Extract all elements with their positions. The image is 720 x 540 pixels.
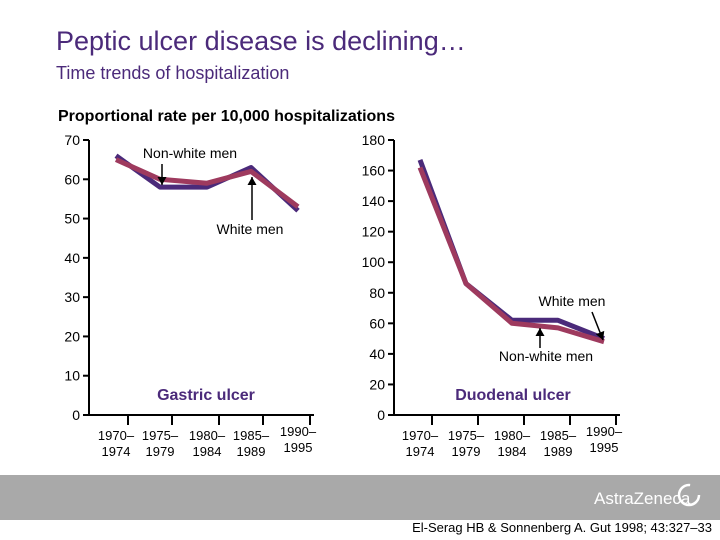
duodenal-x-tick-label: 1984 — [498, 444, 527, 459]
gastric-x-tick-label: 1979 — [146, 444, 175, 459]
duodenal-annotation-arrowhead — [595, 330, 605, 340]
gastric-y-tick-label: 40 — [64, 250, 80, 266]
duodenal-y-tick-label: 160 — [362, 163, 386, 179]
logo-mark-icon — [677, 483, 701, 507]
citation: El-Serag HB & Sonnenberg A. Gut 1998; 43… — [412, 520, 712, 535]
duodenal-series-line — [417, 166, 605, 345]
gastric-y-tick-label: 10 — [64, 368, 80, 384]
gastric-annotation-arrowhead — [247, 177, 257, 185]
gastric-annotation-label: White men — [217, 221, 284, 237]
duodenal-y-tick-label: 60 — [369, 315, 385, 331]
duodenal-x-tick-label: 1974 — [406, 444, 435, 459]
gastric-x-tick-label: 1970– — [98, 428, 135, 443]
footer-bar — [0, 475, 720, 520]
duodenal-x-tick-label: 1989 — [544, 444, 573, 459]
duodenal-x-tick-label: 1980– — [494, 428, 531, 443]
gastric-x-tick-label: 1989 — [237, 444, 266, 459]
duodenal-x-tick-label: 1990– — [586, 424, 623, 439]
duodenal-y-tick-label: 0 — [377, 407, 385, 423]
rate-label: Proportional rate per 10,000 hospitaliza… — [58, 108, 395, 125]
gastric-x-tick-label: 1984 — [193, 444, 222, 459]
gastric-x-tick-label: 1980– — [189, 428, 226, 443]
duodenal-y-tick-label: 180 — [362, 132, 386, 148]
gastric-y-tick-label: 70 — [64, 132, 80, 148]
duodenal-annotation-label: White men — [539, 293, 606, 309]
gastric-x-tick-label: 1975– — [142, 428, 179, 443]
duodenal-x-tick-label: 1979 — [452, 444, 481, 459]
gastric-annotation-arrowhead — [157, 177, 167, 185]
duodenal-annotation-label: Non-white men — [499, 348, 593, 364]
gastric-x-tick-label: 1974 — [102, 444, 131, 459]
duodenal-annotation-arrowhead — [535, 328, 545, 336]
gastric-x-tick-label: 1990– — [280, 424, 317, 439]
gastric-x-tick-label: 1985– — [233, 428, 270, 443]
gastric-chart-title: Gastric ulcer — [157, 387, 255, 404]
duodenal-x-tick-label: 1985– — [540, 428, 577, 443]
gastric-series-line — [114, 157, 300, 209]
duodenal-x-tick-label: 1975– — [448, 428, 485, 443]
company-logo: AstraZeneca — [594, 489, 691, 508]
gastric-y-tick-label: 60 — [64, 171, 80, 187]
duodenal-y-tick-label: 40 — [369, 346, 385, 362]
duodenal-y-tick-label: 120 — [362, 224, 386, 240]
gastric-annotation-label: Non-white men — [143, 145, 237, 161]
gastric-y-tick-label: 20 — [64, 328, 80, 344]
slide-subtitle: Time trends of hospitalization — [56, 63, 290, 83]
duodenal-chart-title: Duodenal ulcer — [455, 387, 571, 404]
gastric-y-tick-label: 30 — [64, 289, 80, 305]
gastric-y-tick-label: 0 — [72, 407, 80, 423]
gastric-x-tick-label: 1995 — [284, 440, 313, 455]
duodenal-y-tick-label: 20 — [369, 376, 385, 392]
duodenal-y-tick-label: 80 — [369, 285, 385, 301]
duodenal-x-tick-label: 1995 — [590, 440, 619, 455]
duodenal-x-tick-label: 1970– — [402, 428, 439, 443]
gastric-y-tick-label: 50 — [64, 211, 80, 227]
duodenal-y-tick-label: 100 — [362, 254, 386, 270]
slide-title: Peptic ulcer disease is declining… — [56, 26, 466, 56]
duodenal-y-tick-label: 140 — [362, 193, 386, 209]
duodenal-series-line — [417, 159, 605, 341]
